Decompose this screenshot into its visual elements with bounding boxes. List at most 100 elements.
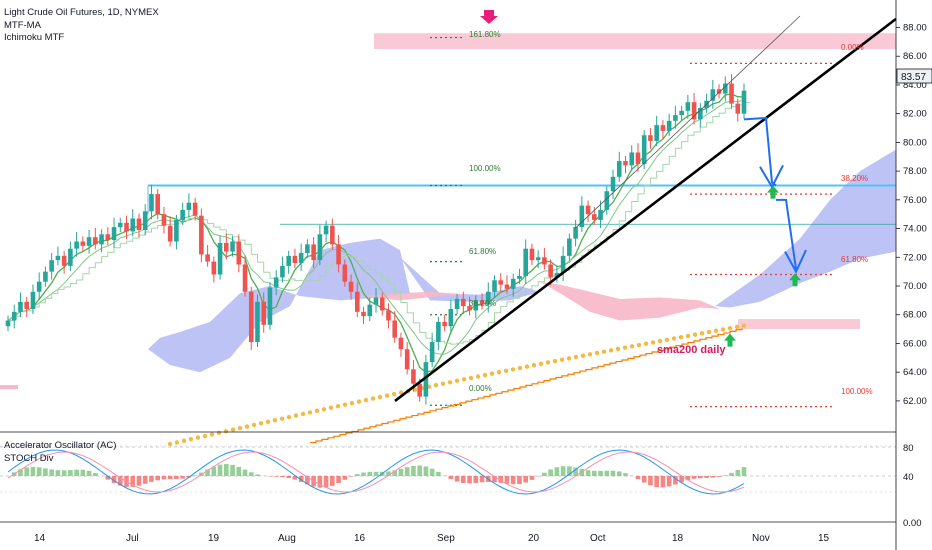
sma-dot [245,424,249,428]
candle-body [636,152,641,163]
ac-bar [667,476,672,486]
ac-bar [93,473,98,476]
ac-bar [37,467,42,476]
fib-lower-61: 61.80% [841,255,868,264]
price-tick: 68.00 [903,310,927,321]
sma-dot [217,431,221,435]
candle-body [523,249,528,276]
sma-dot [357,399,361,403]
time-tick-aug: Aug [278,533,296,544]
sma-dot [238,426,242,430]
sma-dot [231,427,235,431]
candle-body [436,322,441,342]
candle-body [112,227,117,240]
ac-bar [243,470,248,476]
candle-body [617,161,622,177]
candle-body [679,111,684,115]
candle-body [536,257,541,260]
ac-bar [548,469,553,476]
ac-bar [218,465,223,476]
candle-body [37,282,42,292]
time-tick-oct: Oct [590,533,606,544]
sma-dot [266,420,270,424]
sma-annotation: sma200 daily [657,344,726,356]
sma-dot [623,345,627,349]
candle-body [654,125,659,141]
sma-dot [476,374,480,378]
sub-tick-80: 80 [903,443,914,454]
candle-body [442,322,447,326]
sma-dot [714,329,718,333]
ac-bar [617,471,622,476]
ac-bar [74,470,79,476]
candle-body [592,214,597,220]
candle-body [661,125,666,131]
time-tick-jul: Jul [126,533,139,544]
candle-body [330,226,335,245]
time-tick-18: 18 [672,533,684,544]
ac-bar [717,476,722,477]
sma-dot [658,339,662,343]
ac-bar [62,470,67,476]
ac-bar [43,468,48,476]
candle-body [286,256,291,266]
legend-line-2: MTF-MA [4,20,42,31]
ac-bar [87,471,92,476]
sma-dot [301,412,305,416]
sma-dot [539,362,543,366]
sma-dot [259,421,263,425]
candle-body [224,243,229,252]
ac-bar [230,465,235,476]
legend-line-3: Ichimoku MTF [4,32,64,43]
candle-body [498,280,503,284]
ac-bar [236,467,241,476]
candle-body [336,244,341,264]
sub-tick-0: 0.00 [903,518,922,529]
fib-upper-61: 61.80% [469,247,496,256]
ac-bar [480,476,485,482]
ac-bar [324,476,329,487]
price-tick: 76.00 [903,195,927,206]
sma-dot [469,376,473,380]
time-tick-nov: Nov [752,533,770,544]
ac-bar [729,473,734,476]
candle-body [399,338,404,349]
sma-dot [560,358,564,362]
fib-lower-38: 38.20% [841,174,868,183]
candle-body [6,320,11,326]
candle-body [162,214,167,225]
time-tick-14: 14 [34,533,46,544]
candle-body [199,216,204,255]
cloud-bear-left [0,385,18,389]
candle-body [261,302,266,325]
ac-bar [361,473,366,476]
ac-bar [174,476,179,479]
price-tick: 86.00 [903,51,927,62]
sma-dot [196,435,200,439]
candle-body [212,262,217,275]
candle-body [299,253,304,263]
sma-dot [434,383,438,387]
sma-dot [448,380,452,384]
ac-bar [374,472,379,476]
zone-sma [738,319,860,329]
ac-bar [561,466,566,476]
sma-dot [637,343,641,347]
ac-bar [336,476,341,483]
ac-bar [280,476,285,477]
sma-dot [553,359,557,363]
candle-body [374,298,379,305]
candle-body [449,309,454,326]
candle-body [355,292,360,312]
price-tick: 62.00 [903,396,927,407]
sma-dot [280,416,284,420]
sma-dot [602,349,606,353]
fib-upper-100: 100.00% [469,164,501,173]
price-tick: 66.00 [903,338,927,349]
sma-dot [189,437,193,441]
candle-body [280,266,285,277]
ac-bar [611,471,616,476]
candle-body [24,302,29,309]
ac-bar [155,476,160,480]
